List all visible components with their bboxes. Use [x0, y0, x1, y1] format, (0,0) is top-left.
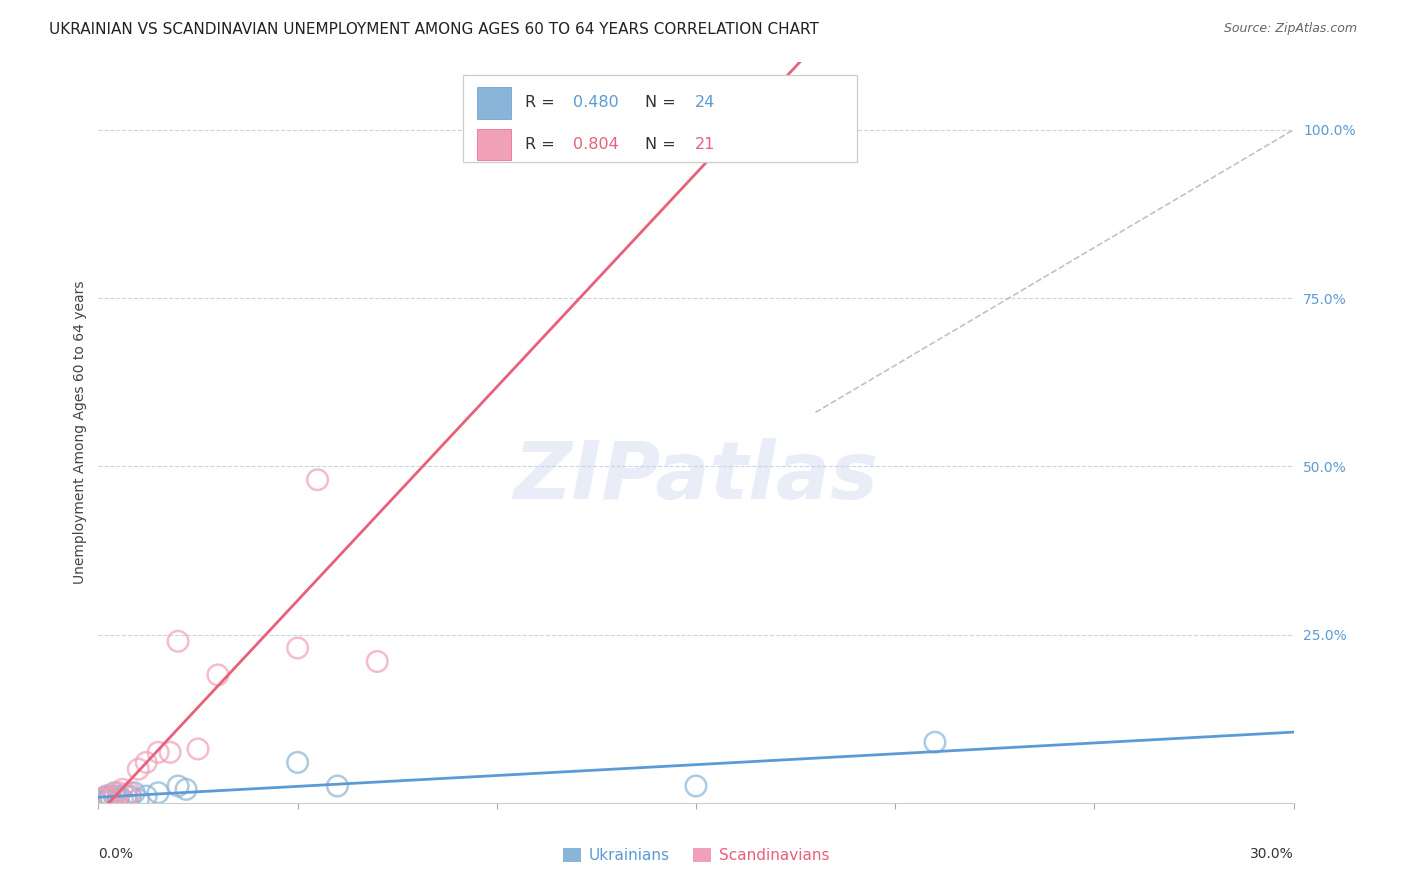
Text: 21: 21 [695, 137, 716, 153]
Legend: Ukrainians, Scandinavians: Ukrainians, Scandinavians [557, 842, 835, 869]
Point [111, 792, 134, 806]
Point [91, 792, 114, 806]
Bar [477, 87, 510, 119]
Point [127, 792, 149, 806]
Point [207, 668, 229, 682]
Point [103, 789, 125, 803]
Point [115, 789, 138, 803]
Point [924, 735, 946, 749]
Point [685, 779, 707, 793]
Point [98, 792, 122, 806]
Point [685, 122, 707, 136]
Point [366, 655, 388, 669]
Point [167, 634, 190, 648]
Point [174, 782, 197, 797]
Text: 0.804: 0.804 [572, 137, 619, 153]
Point [124, 786, 146, 800]
Point [91, 792, 114, 806]
Text: ZIPatlas: ZIPatlas [513, 438, 879, 516]
Text: 24: 24 [695, 95, 716, 111]
Point [111, 782, 134, 797]
Point [326, 779, 349, 793]
Point [135, 789, 157, 803]
Bar [477, 129, 510, 161]
Point [148, 786, 170, 800]
Text: 0.480: 0.480 [572, 95, 619, 111]
Text: N =: N = [644, 137, 681, 153]
Point [120, 786, 142, 800]
Point [96, 789, 118, 803]
Point [98, 789, 122, 803]
Text: R =: R = [524, 137, 560, 153]
Text: UKRAINIAN VS SCANDINAVIAN UNEMPLOYMENT AMONG AGES 60 TO 64 YEARS CORRELATION CHA: UKRAINIAN VS SCANDINAVIAN UNEMPLOYMENT A… [49, 22, 820, 37]
Point [148, 745, 170, 759]
Text: R =: R = [524, 95, 560, 111]
Point [103, 789, 125, 803]
Point [187, 742, 209, 756]
Point [89, 792, 111, 806]
Point [96, 789, 118, 803]
Point [98, 792, 122, 806]
Text: N =: N = [644, 95, 681, 111]
Point [89, 792, 111, 806]
Point [93, 792, 115, 806]
Point [107, 792, 129, 806]
Point [127, 762, 149, 776]
FancyBboxPatch shape [463, 75, 858, 162]
Point [120, 789, 142, 803]
Point [107, 789, 129, 803]
Y-axis label: Unemployment Among Ages 60 to 64 years: Unemployment Among Ages 60 to 64 years [73, 281, 87, 584]
Point [287, 640, 309, 655]
Point [135, 756, 157, 770]
Point [103, 786, 125, 800]
Point [97, 792, 120, 806]
Point [167, 779, 190, 793]
Point [307, 473, 329, 487]
Point [115, 789, 138, 803]
Point [287, 756, 309, 770]
Text: 30.0%: 30.0% [1250, 847, 1294, 861]
Text: Source: ZipAtlas.com: Source: ZipAtlas.com [1223, 22, 1357, 36]
Point [159, 745, 181, 759]
Point [107, 786, 129, 800]
Text: 0.0%: 0.0% [98, 847, 134, 861]
Point [96, 792, 118, 806]
